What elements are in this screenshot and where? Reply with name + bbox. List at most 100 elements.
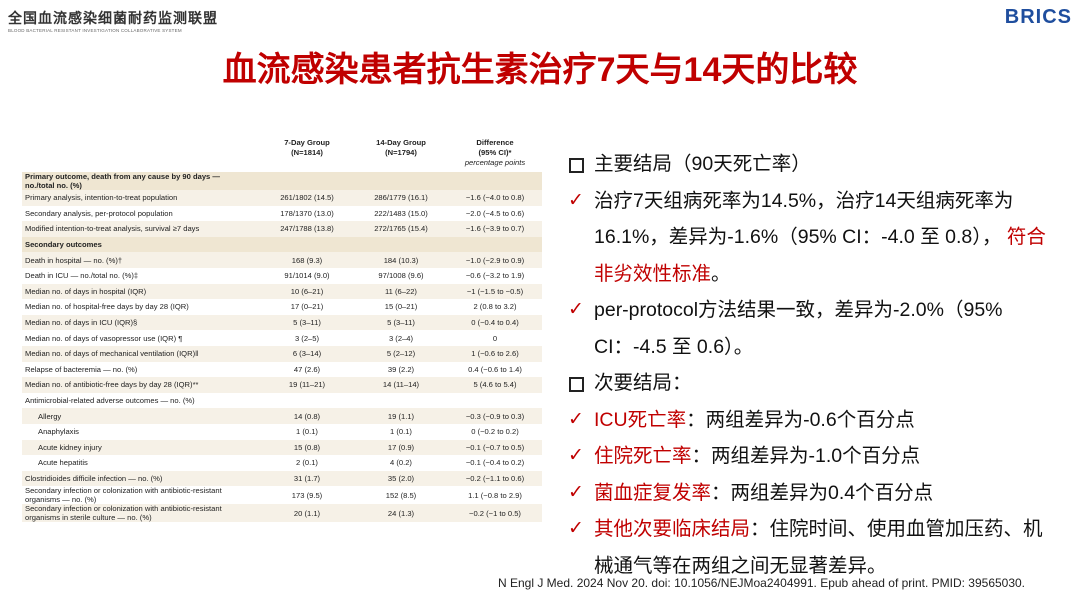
column-n: (N=1814): [291, 148, 323, 157]
table-cell: −0.2 (−1.1 to 0.6): [465, 473, 525, 483]
bullet-text: ：两组差异为-0.6个百分点: [686, 408, 915, 431]
table-cell: 5 (2–12): [386, 349, 416, 359]
table-row: Acute kidney injury 15 (0.8) 17 (0.9) −0.1 …: [22, 439, 542, 456]
column-n: (N=1794): [385, 148, 417, 157]
table-cell: −0.1 (−0.7 to 0.5): [465, 442, 525, 452]
table-cell: 2 (0.8 to 3.2): [473, 302, 517, 312]
table-row: Primary outcome, death from any cause by…: [22, 172, 542, 190]
table-cell: 17 (0.9): [387, 442, 415, 452]
table-row: Median no. of days of mechanical ventila…: [22, 345, 542, 362]
table-cell: 184 (10.3): [383, 255, 419, 265]
column-title: 14-Day Group: [376, 138, 426, 147]
bullet-text: ：两组差异为0.4个百分点: [711, 481, 934, 504]
bullet-list: 主要结局（90天死亡率） ✓ 治疗7天组病死率为14.5%，治疗14天组病死率为16…: [568, 146, 1048, 584]
table-row: Anaphylaxis 1 (0.1) 1 (0.1) 0 (−0.2 to 0.2): [22, 424, 542, 440]
row-label: Modified intention-to-treat analysis, su…: [25, 224, 200, 234]
column-title: Difference: [476, 138, 514, 147]
org-header: 全国血流感染细菌耐药监测联盟 BLOOD BACTERIAL RESISTANT…: [8, 8, 218, 33]
row-label: Clostridioides difficile infection — no.…: [25, 473, 163, 483]
table-row: Modified intention-to-treat analysis, su…: [22, 221, 542, 237]
table-row: Secondary infection or colonization with…: [22, 486, 542, 504]
row-label: Secondary outcomes: [25, 240, 102, 250]
table-cell: 15 (0.8): [293, 442, 321, 452]
table-cell: 35 (2.0): [387, 473, 415, 483]
citation: N Engl J Med. 2024 Nov 20. doi: 10.1056/…: [498, 576, 1026, 590]
table-cell: 168 (9.3): [291, 255, 323, 265]
table-header: 7-Day Group (N=1814) 14-Day Group (N=1794) D…: [22, 138, 542, 172]
bullet-text: ：两组差异为-1.0个百分点: [691, 445, 921, 467]
table-cell: 222/1483 (15.0): [374, 208, 428, 218]
row-label: Death in ICU — no./total no. (%)‡: [25, 271, 139, 281]
bullet-text: 。: [711, 262, 731, 285]
bullet-text: 治疗7天组病死率为14.5%，治疗14天组病死率为16.1%，差异为-1.6%（…: [594, 189, 1014, 249]
table-row: Median no. of antibiotic-free days by da…: [22, 377, 542, 393]
table-row: Median no. of hospital-free days by day …: [22, 299, 542, 315]
table-cell: 1 (0.1): [390, 427, 412, 437]
table-cell: 97/1008 (9.6): [378, 271, 424, 281]
table-cell: 272/1765 (15.4): [374, 224, 428, 234]
row-label: Secondary infection or colonization with…: [25, 486, 222, 505]
table-cell: 5 (4.6 to 5.4): [473, 380, 517, 390]
column-title: 7-Day Group: [284, 138, 330, 147]
bullet-item: 次要结局：: [568, 365, 1048, 402]
table-cell: 39 (2.2): [387, 364, 415, 374]
bullet-item: ✓ ICU死亡率：两组差异为-0.6个百分点: [568, 402, 1048, 439]
table-cell: 0.4 (−0.6 to 1.4): [468, 364, 522, 374]
row-label: Median no. of days of vasopressor use (I…: [25, 333, 183, 343]
table-row: Death in ICU — no./total no. (%)‡ 91/1014…: [22, 268, 542, 284]
bullet-text: 主要结局（90天死亡率）: [594, 153, 811, 175]
table-cell: 2 (0.1): [296, 458, 318, 468]
row-label: Median no. of antibiotic-free days by da…: [25, 380, 199, 390]
row-label: Acute kidney injury: [38, 442, 102, 452]
bullet-text: 次要结局：: [594, 372, 692, 394]
table-row: Allergy 14 (0.8) 19 (1.1) −0.3 (−0.9 to 0.3…: [22, 408, 542, 424]
bullet-item: ✓ 其他次要临床结局：住院时间、使用血管加压药、机械通气等在两组之间无显著差异。: [568, 511, 1048, 584]
table-cell: −2.0 (−4.5 to 0.6): [465, 208, 525, 218]
check-icon: ✓: [568, 481, 584, 503]
slide-title: 血流感染患者抗生素治疗7天与14天的比较: [222, 51, 858, 89]
bullet-item: ✓ 住院死亡率：两组差异为-1.0个百分点: [568, 438, 1048, 475]
highlight-text: 符合非劣效性标准: [594, 226, 1046, 285]
highlight-text: 其他次要临床结局: [594, 518, 751, 540]
square-icon: [569, 377, 584, 392]
bullet-item: 主要结局（90天死亡率）: [568, 146, 1048, 183]
bullet-item: ✓ 治疗7天组病死率为14.5%，治疗14天组病死率为16.1%，差异为-1.6%…: [568, 183, 1048, 293]
org-subtitle: BLOOD BACTERIAL RESISTANT INVESTIGATION …: [8, 28, 182, 33]
table-body: Primary outcome, death from any cause by…: [22, 172, 542, 523]
check-icon: ✓: [568, 299, 584, 320]
table-cell: 286/1779 (16.1): [374, 193, 428, 203]
table-cell: 20 (1.1): [293, 508, 321, 518]
table-cell: −1 (−1.5 to −0.5): [466, 286, 524, 296]
table-row: Secondary analysis, per-protocol populat…: [22, 206, 542, 222]
row-label: Secondary infection or colonization with…: [25, 504, 222, 523]
column-header: 14-Day Group (N=1794): [354, 138, 448, 172]
table-cell: 47 (2.6): [293, 364, 321, 374]
check-icon: ✓: [568, 518, 584, 539]
row-label: Median no. of days in hospital (IQR): [25, 286, 147, 296]
table-cell: 5 (3–11): [387, 318, 415, 328]
table-cell: 24 (1.3): [387, 508, 415, 518]
square-icon: [569, 158, 584, 173]
table-row: Relapse of bacteremia — no. (%) 47 (2.6) 3…: [22, 362, 542, 378]
highlight-text: 菌血症复发率: [594, 481, 712, 504]
table-cell: 3 (2–5): [294, 333, 320, 343]
table-row: Clostridioides difficile infection — no.…: [22, 470, 542, 487]
row-label: Primary outcome, death from any cause by…: [25, 172, 220, 190]
table-row: Acute hepatitis 2 (0.1) 4 (0.2) −0.1 (−0.4 …: [22, 455, 542, 471]
table-cell: 5 (3–11): [293, 318, 321, 328]
row-label: Median no. of days of mechanical ventila…: [25, 349, 199, 359]
table-cell: 0: [492, 333, 498, 343]
table-cell: −1.0 (−2.9 to 0.9): [465, 255, 525, 265]
table-cell: 17 (0–21): [290, 302, 324, 312]
row-label: Relapse of bacteremia — no. (%): [25, 364, 138, 374]
table-cell: 10 (6–21): [290, 286, 324, 296]
table-cell: −0.6 (−3.2 to 1.9): [465, 271, 525, 281]
table-row: Antimicrobial-related adverse outcomes —…: [22, 393, 542, 409]
row-label: Acute hepatitis: [38, 458, 88, 468]
column-header: Difference (95% CI)* percentage points: [448, 138, 542, 172]
table-cell: 31 (1.7): [293, 473, 321, 483]
table-cell: 11 (6–22): [385, 286, 417, 296]
table-cell: 91/1014 (9.0): [284, 271, 330, 281]
row-label: Median no. of hospital-free days by day …: [25, 302, 189, 312]
